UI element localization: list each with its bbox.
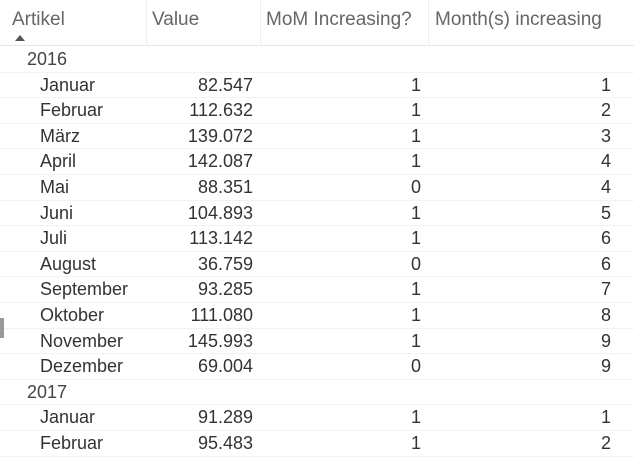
month-cell: Januar	[40, 74, 96, 95]
mom-increasing-cell: 1	[410, 151, 421, 172]
value-cell: 36.759	[197, 253, 253, 274]
table-row[interactable]: September 93.285 1 7	[0, 277, 634, 303]
table-row[interactable]: Oktober 111.080 1 8	[0, 303, 634, 329]
year-group-row[interactable]: 2016	[0, 47, 634, 73]
column-divider[interactable]	[428, 0, 429, 46]
months-increasing-cell: 4	[600, 176, 611, 197]
mom-increasing-cell: 1	[410, 279, 421, 300]
table-header: Artikel Value MoM Increasing? Month(s) i…	[0, 0, 634, 46]
months-increasing-cell: 7	[600, 279, 611, 300]
value-cell: 104.893	[187, 202, 253, 223]
table-body: 2016 Januar 82.547 1 1 Februar 112.632 1 2 März 13…	[0, 47, 634, 457]
mom-increasing-cell: 0	[410, 356, 421, 377]
value-cell: 69.004	[197, 356, 253, 377]
column-header-value[interactable]: Value	[152, 9, 200, 30]
column-divider[interactable]	[146, 0, 147, 46]
table-row[interactable]: November 145.993 1 9	[0, 329, 634, 355]
mom-increasing-cell: 0	[410, 176, 421, 197]
month-cell: November	[40, 330, 124, 351]
value-cell: 111.080	[190, 304, 253, 325]
month-cell: Februar	[40, 432, 104, 453]
month-cell: Dezember	[40, 356, 124, 377]
mom-increasing-cell: 1	[410, 304, 421, 325]
months-increasing-cell: 1	[600, 74, 611, 95]
column-divider[interactable]	[260, 0, 261, 46]
mom-increasing-cell: 1	[410, 228, 421, 249]
month-cell: September	[40, 279, 129, 300]
months-increasing-cell: 5	[600, 202, 611, 223]
months-increasing-cell: 2	[600, 100, 611, 121]
table-row[interactable]: März 139.072 1 3	[0, 124, 634, 150]
month-cell: April	[40, 151, 77, 172]
sort-ascending-icon[interactable]	[15, 35, 25, 41]
table-row[interactable]: Januar 91.289 1 1	[0, 405, 634, 431]
table-row[interactable]: August 36.759 0 6	[0, 252, 634, 278]
value-cell: 91.289	[197, 407, 253, 428]
value-cell: 95.483	[197, 432, 253, 453]
value-cell: 139.072	[187, 125, 253, 146]
month-cell: Januar	[40, 407, 96, 428]
mom-increasing-cell: 1	[410, 202, 421, 223]
table-row[interactable]: Februar 95.483 1 2	[0, 431, 634, 457]
mom-increasing-cell: 1	[410, 407, 421, 428]
mom-increasing-cell: 1	[410, 74, 421, 95]
month-cell: Juli	[40, 228, 68, 249]
month-cell: März	[40, 125, 80, 146]
table-row[interactable]: April 142.087 1 4	[0, 149, 634, 175]
value-cell: 142.087	[187, 151, 253, 172]
scroll-handle[interactable]	[0, 318, 4, 338]
table-row[interactable]: Juli 113.142 1 6	[0, 226, 634, 252]
mom-increasing-cell: 1	[410, 432, 421, 453]
year-label: 2016	[27, 49, 68, 69]
mom-increasing-cell: 1	[410, 100, 421, 121]
months-increasing-cell: 4	[600, 151, 611, 172]
value-cell: 112.632	[189, 100, 253, 121]
months-increasing-cell: 9	[600, 330, 611, 351]
table-row[interactable]: Januar 82.547 1 1	[0, 73, 634, 99]
mom-increasing-cell: 1	[410, 125, 421, 146]
month-cell: Oktober	[40, 304, 105, 325]
mom-increasing-cell: 1	[410, 330, 421, 351]
months-increasing-cell: 9	[600, 356, 611, 377]
year-label: 2017	[27, 381, 68, 402]
column-header-months-increasing[interactable]: Month(s) increasing	[435, 9, 602, 30]
value-cell: 82.547	[197, 74, 253, 95]
table-row[interactable]: Juni 104.893 1 5	[0, 201, 634, 227]
value-cell: 93.285	[197, 279, 253, 300]
month-cell: Mai	[40, 176, 70, 197]
months-increasing-cell: 6	[600, 253, 611, 274]
value-cell: 113.142	[189, 228, 253, 249]
value-cell: 145.993	[187, 330, 253, 351]
months-increasing-cell: 2	[600, 432, 611, 453]
month-cell: Februar	[40, 100, 104, 121]
months-increasing-cell: 1	[600, 407, 611, 428]
month-cell: Juni	[40, 202, 74, 223]
months-increasing-cell: 3	[600, 125, 611, 146]
months-increasing-cell: 8	[600, 304, 611, 325]
table-row[interactable]: Dezember 69.004 0 9	[0, 354, 634, 380]
month-cell: August	[40, 253, 97, 274]
value-cell: 88.351	[197, 176, 253, 197]
months-increasing-cell: 6	[600, 228, 611, 249]
mom-increasing-cell: 0	[410, 253, 421, 274]
column-header-mom-increasing[interactable]: MoM Increasing?	[266, 9, 412, 30]
year-group-row[interactable]: 2017	[0, 380, 634, 406]
table-row[interactable]: Februar 112.632 1 2	[0, 98, 634, 124]
column-header-artikel[interactable]: Artikel	[12, 9, 65, 30]
table-row[interactable]: Mai 88.351 0 4	[0, 175, 634, 201]
